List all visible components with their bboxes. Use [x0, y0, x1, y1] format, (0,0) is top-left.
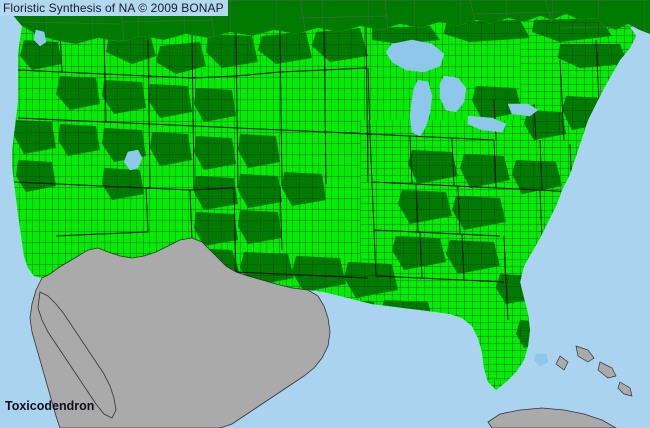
state-border-line	[17, 67, 367, 79]
dark-green-county-cluster	[102, 80, 146, 114]
lake-huron	[439, 75, 467, 113]
lake-erie	[467, 115, 507, 133]
dark-green-county-cluster	[532, 18, 612, 42]
dark-green-county-cluster	[238, 210, 282, 244]
state-border-line	[419, 231, 465, 281]
dark-green-county-cluster	[472, 86, 522, 120]
dark-green-county-cluster	[452, 196, 506, 230]
dark-green-county-cluster	[238, 174, 282, 208]
state-border-line	[193, 125, 369, 135]
dark-green-county-cluster	[558, 44, 628, 68]
dark-green-county-cluster	[344, 262, 398, 298]
dark-green-county-cluster	[398, 190, 452, 224]
dark-green-county-cluster	[446, 240, 500, 274]
cuba-shape	[487, 407, 617, 428]
dark-green-county-cluster	[150, 132, 192, 166]
state-border-line	[189, 185, 283, 273]
dark-green-county-cluster	[460, 154, 510, 188]
taxon-name-label: Toxicodendron	[5, 399, 95, 413]
dark-green-county-cluster	[258, 32, 312, 64]
unmapped-landmasses	[21, 0, 641, 428]
canada-interior-lines-shape	[21, 0, 641, 41]
map-title-bar: Floristic Synthesis of NA © 2009 BONAP	[0, 0, 228, 16]
state-border-line	[373, 229, 505, 283]
dark-green-county-cluster	[206, 34, 258, 68]
lake-michigan	[409, 79, 433, 137]
state-border-line	[409, 135, 497, 189]
dark-green-county-cluster	[282, 172, 326, 206]
state-border-line	[59, 25, 369, 191]
map-title-text: Floristic Synthesis of NA © 2009 BONAP	[3, 1, 224, 15]
dark-green-county-cluster	[58, 124, 100, 156]
state-border-line	[235, 271, 369, 279]
baja-california-shape	[37, 291, 117, 419]
state-border-line	[13, 181, 235, 191]
lake-ontario	[507, 103, 539, 117]
state-border-line	[367, 67, 375, 231]
state-border-line	[503, 235, 509, 321]
dark-green-county-cluster	[148, 84, 192, 118]
dark-green-county-cluster	[20, 40, 62, 70]
dark-green-county-cluster	[156, 42, 206, 74]
state-border-line	[559, 59, 565, 141]
state-border-line	[371, 181, 499, 189]
state-border-line	[373, 229, 501, 237]
dark-green-county-cluster	[392, 236, 446, 270]
dark-green-counties	[14, 18, 628, 348]
state-border-line	[415, 183, 461, 235]
state-border-line	[55, 187, 149, 237]
dark-green-county-cluster	[444, 20, 530, 42]
lake-okeechobee	[533, 353, 549, 367]
dark-green-county-cluster	[194, 212, 238, 246]
dark-green-county-cluster	[16, 160, 56, 192]
dark-green-county-cluster	[312, 28, 368, 62]
dark-green-county-cluster	[372, 26, 440, 44]
dark-green-county-cluster	[14, 120, 56, 154]
lake-superior	[385, 39, 445, 73]
bahamas-shape	[555, 345, 633, 397]
dark-green-county-cluster	[238, 134, 280, 168]
dark-green-county-cluster	[512, 160, 562, 194]
puget-sound	[33, 29, 47, 47]
dark-green-county-cluster	[194, 176, 238, 210]
dark-green-county-cluster	[194, 136, 236, 170]
lakes-and-water-bodies	[33, 29, 549, 367]
dark-green-county-cluster	[292, 256, 346, 292]
great-salt-lake	[123, 149, 143, 171]
dark-green-county-cluster	[408, 150, 458, 184]
state-border-line	[367, 133, 495, 141]
dark-green-county-cluster	[56, 76, 100, 110]
dark-green-county-cluster	[102, 168, 144, 200]
dark-green-county-cluster	[194, 88, 236, 122]
